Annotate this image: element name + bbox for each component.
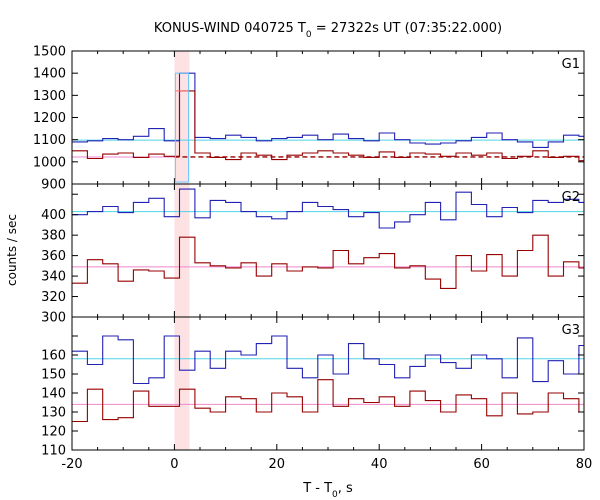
burst-highres-box-a [174,72,189,183]
panel-frame [71,183,585,318]
panel-label: G3 [562,323,580,338]
panel-g1: 900 1000 1100 1200 1300 1400 1500 G1 [33,45,585,193]
panel-frame [71,50,585,185]
x-axis-label: T - T0, s [302,481,353,500]
y-tick-label: 1500 [33,45,66,60]
y-tick-label: 1100 [33,133,66,148]
panels-group: 900100011001200130014001500G130032034036… [33,45,592,473]
panel-label: G1 [562,57,580,72]
y-tick-label: 1400 [33,67,66,82]
series-step-b [72,234,584,289]
y-tick-label: 1200 [33,111,66,126]
series-step-b [72,379,584,423]
panel-g3: 110 120 130 140 150 160 G3 [41,316,585,459]
x-tick-label: 0 [170,457,178,472]
y-axis-label: counts / sec [5,214,19,286]
y-tick-label: 380 [41,229,66,244]
x-tick-label: 60 [473,457,490,472]
y-tick-label: 1000 [33,155,66,170]
series-step-a [72,72,584,148]
chart-title: KONUS-WIND 040725 T0 = 27322s UT (07:35:… [154,21,502,40]
y-tick-label: 1300 [33,89,66,104]
y-tick-label: 120 [41,425,66,440]
series-step-b [72,90,584,162]
series-step-a [72,335,584,385]
y-tick-label: 130 [41,406,66,421]
burst-interval-shade [174,51,190,450]
panel-label: G2 [562,190,580,205]
y-tick-label: 160 [41,349,66,364]
y-tick-label: 320 [41,290,66,305]
series-step-a [72,188,584,229]
panel-g2: 300 320 340 360 380 400 G2 [41,183,585,326]
y-tick-label: 400 [41,208,66,223]
y-tick-label: 110 [41,444,66,459]
x-tick-label: -20 [61,457,82,472]
y-tick-label: 140 [41,387,66,402]
y-tick-label: 150 [41,368,66,383]
y-tick-label: 900 [41,178,66,193]
y-tick-label: 300 [41,311,66,326]
y-tick-label: 360 [41,249,66,264]
y-tick-label: 340 [41,270,66,285]
x-tick-label: 40 [371,457,388,472]
x-tick-label: 20 [269,457,286,472]
x-tick-label: 80 [576,457,593,472]
